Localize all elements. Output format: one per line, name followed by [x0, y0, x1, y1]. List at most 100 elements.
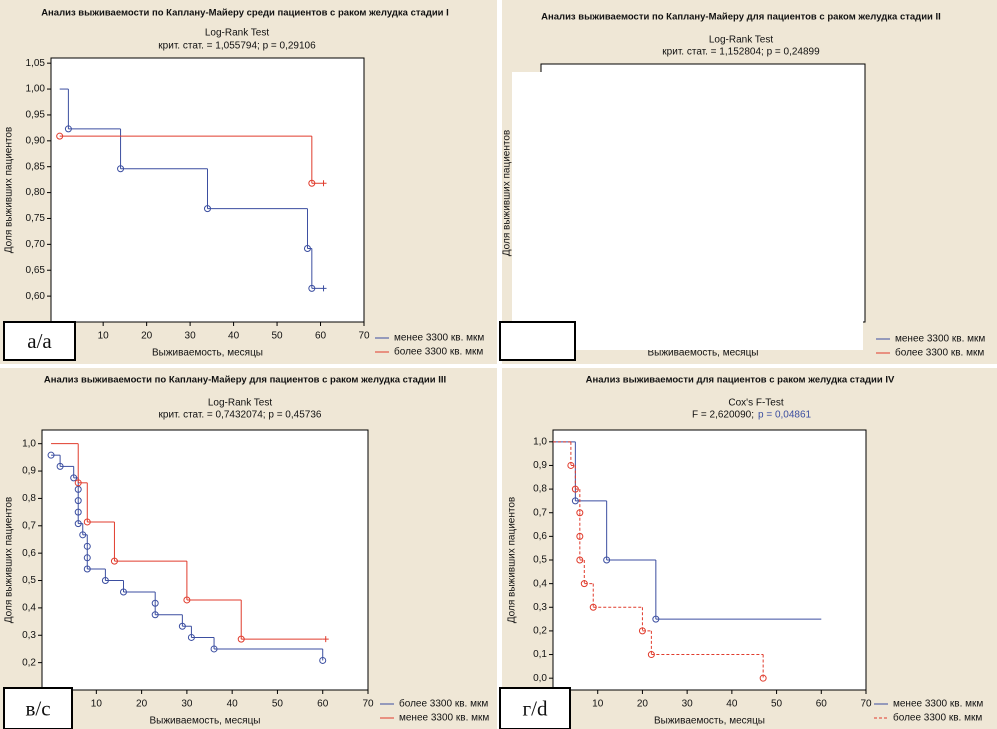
x-axis-label: Выживаемость, месяцы — [149, 716, 260, 727]
panel-label-box — [499, 687, 571, 729]
y-tick-label: 1,0 — [533, 436, 547, 447]
legend-label: менее 3300 кв. мкм — [399, 713, 489, 724]
x-tick-label: 50 — [771, 699, 783, 710]
test-name: Log-Rank Test — [208, 398, 273, 409]
event-marker — [74, 479, 82, 487]
y-tick-label: 0,6 — [22, 548, 36, 559]
x-axis-label: Выживаемость, месяцы — [152, 348, 263, 359]
plot-area — [552, 429, 867, 691]
panel-label: в/с — [25, 696, 50, 720]
x-tick-label: 40 — [228, 331, 240, 342]
legend-label: более 3300 кв. мкм — [399, 698, 488, 710]
legend-label: более 3300 кв. мкм — [895, 347, 984, 359]
y-tick-label: 0,3 — [533, 602, 547, 613]
y-axis-label: Доля выживших пациентов — [502, 130, 513, 256]
event-marker — [589, 603, 597, 611]
plot-area — [41, 429, 369, 691]
occluding-box — [512, 72, 863, 350]
y-tick-label: 0,6 — [533, 531, 547, 542]
x-tick-label: 10 — [592, 699, 604, 710]
panel-label-box — [3, 687, 73, 729]
event-marker — [308, 284, 316, 292]
y-tick-label: 0,75 — [26, 213, 46, 224]
x-tick-label: 20 — [136, 699, 148, 710]
event-marker — [204, 205, 211, 213]
censor-marker — [322, 636, 329, 643]
x-tick-label: 20 — [141, 331, 153, 342]
y-tick-label: 0,60 — [26, 291, 46, 302]
x-tick-label: 60 — [315, 331, 327, 342]
censor-marker — [320, 285, 327, 292]
y-tick-label: 0,95 — [26, 110, 46, 121]
chart-title: Анализ выживаемости для пациентов с рако… — [586, 375, 895, 386]
x-tick-label: 70 — [860, 699, 872, 710]
event-marker — [74, 508, 82, 516]
test-name: Cox's F-Test — [728, 398, 783, 409]
x-tick-label: 50 — [271, 331, 283, 342]
event-marker — [83, 554, 91, 562]
event-marker — [47, 451, 55, 459]
x-tick-label: 60 — [317, 699, 329, 710]
event-marker — [576, 509, 584, 517]
event-marker — [319, 656, 327, 664]
y-tick-label: 0,9 — [533, 460, 547, 471]
event-marker — [74, 520, 82, 528]
event-marker — [74, 485, 82, 493]
panel-label-box — [499, 321, 576, 361]
y-tick-label: 0,8 — [22, 493, 36, 504]
event-marker — [303, 244, 311, 252]
x-tick-label: 30 — [181, 699, 193, 710]
event-marker — [183, 596, 191, 604]
legend-label: более 3300 кв. мкм — [394, 346, 483, 358]
panel-label: а/а — [27, 329, 52, 353]
y-axis-label: Доля выживших пациентов — [507, 497, 518, 623]
y-axis-label: Доля выживших пациентов — [4, 497, 15, 623]
event-marker — [567, 461, 575, 469]
p-value: p = 0,04861 — [758, 410, 812, 421]
x-tick-label: 30 — [682, 699, 694, 710]
x-tick-label: 60 — [816, 699, 828, 710]
x-tick-label: 10 — [91, 699, 103, 710]
event-marker — [576, 532, 584, 540]
event-marker — [580, 580, 588, 588]
event-marker — [83, 542, 91, 550]
event-marker — [603, 556, 611, 564]
y-tick-label: 0,80 — [26, 187, 46, 198]
y-tick-label: 0,3 — [22, 630, 36, 641]
event-marker — [74, 497, 82, 505]
test-stat: F = 2,620090; — [692, 410, 754, 421]
event-marker — [187, 633, 195, 641]
chart-title: Анализ выживаемости по Каплану-Майеру дл… — [44, 375, 446, 386]
y-tick-label: 0,7 — [22, 520, 36, 531]
event-marker — [308, 179, 316, 187]
y-tick-label: 1,05 — [26, 58, 46, 69]
y-tick-label: 0,90 — [26, 135, 46, 146]
event-marker — [83, 518, 91, 526]
test-name: Log-Rank Test — [709, 35, 774, 46]
event-marker — [120, 588, 127, 596]
event-marker — [151, 599, 159, 607]
legend-label: менее 3300 кв. мкм — [394, 333, 484, 344]
y-tick-label: 0,2 — [22, 657, 36, 668]
event-marker — [576, 556, 584, 564]
test-stat: крит. стат. = 1,152804; p = 0,24899 — [662, 47, 820, 58]
legend-label: менее 3300 кв. мкм — [895, 334, 985, 345]
y-tick-label: 0,0 — [533, 673, 547, 684]
y-tick-label: 0,1 — [533, 649, 547, 660]
x-tick-label: 50 — [272, 699, 284, 710]
y-tick-label: 0,4 — [533, 578, 547, 589]
event-marker — [151, 611, 159, 619]
x-tick-label: 40 — [726, 699, 738, 710]
event-marker — [237, 635, 245, 643]
y-tick-label: 0,5 — [533, 555, 547, 566]
x-tick-label: 10 — [98, 331, 110, 342]
y-tick-label: 0,9 — [22, 466, 36, 477]
censor-marker — [320, 180, 327, 187]
event-marker — [117, 165, 125, 173]
y-tick-label: 0,5 — [22, 575, 36, 586]
y-tick-label: 0,8 — [533, 484, 547, 495]
y-axis-label: Доля выживших пациентов — [4, 127, 15, 253]
y-tick-label: 0,7 — [533, 507, 547, 518]
x-tick-label: 70 — [358, 331, 370, 342]
